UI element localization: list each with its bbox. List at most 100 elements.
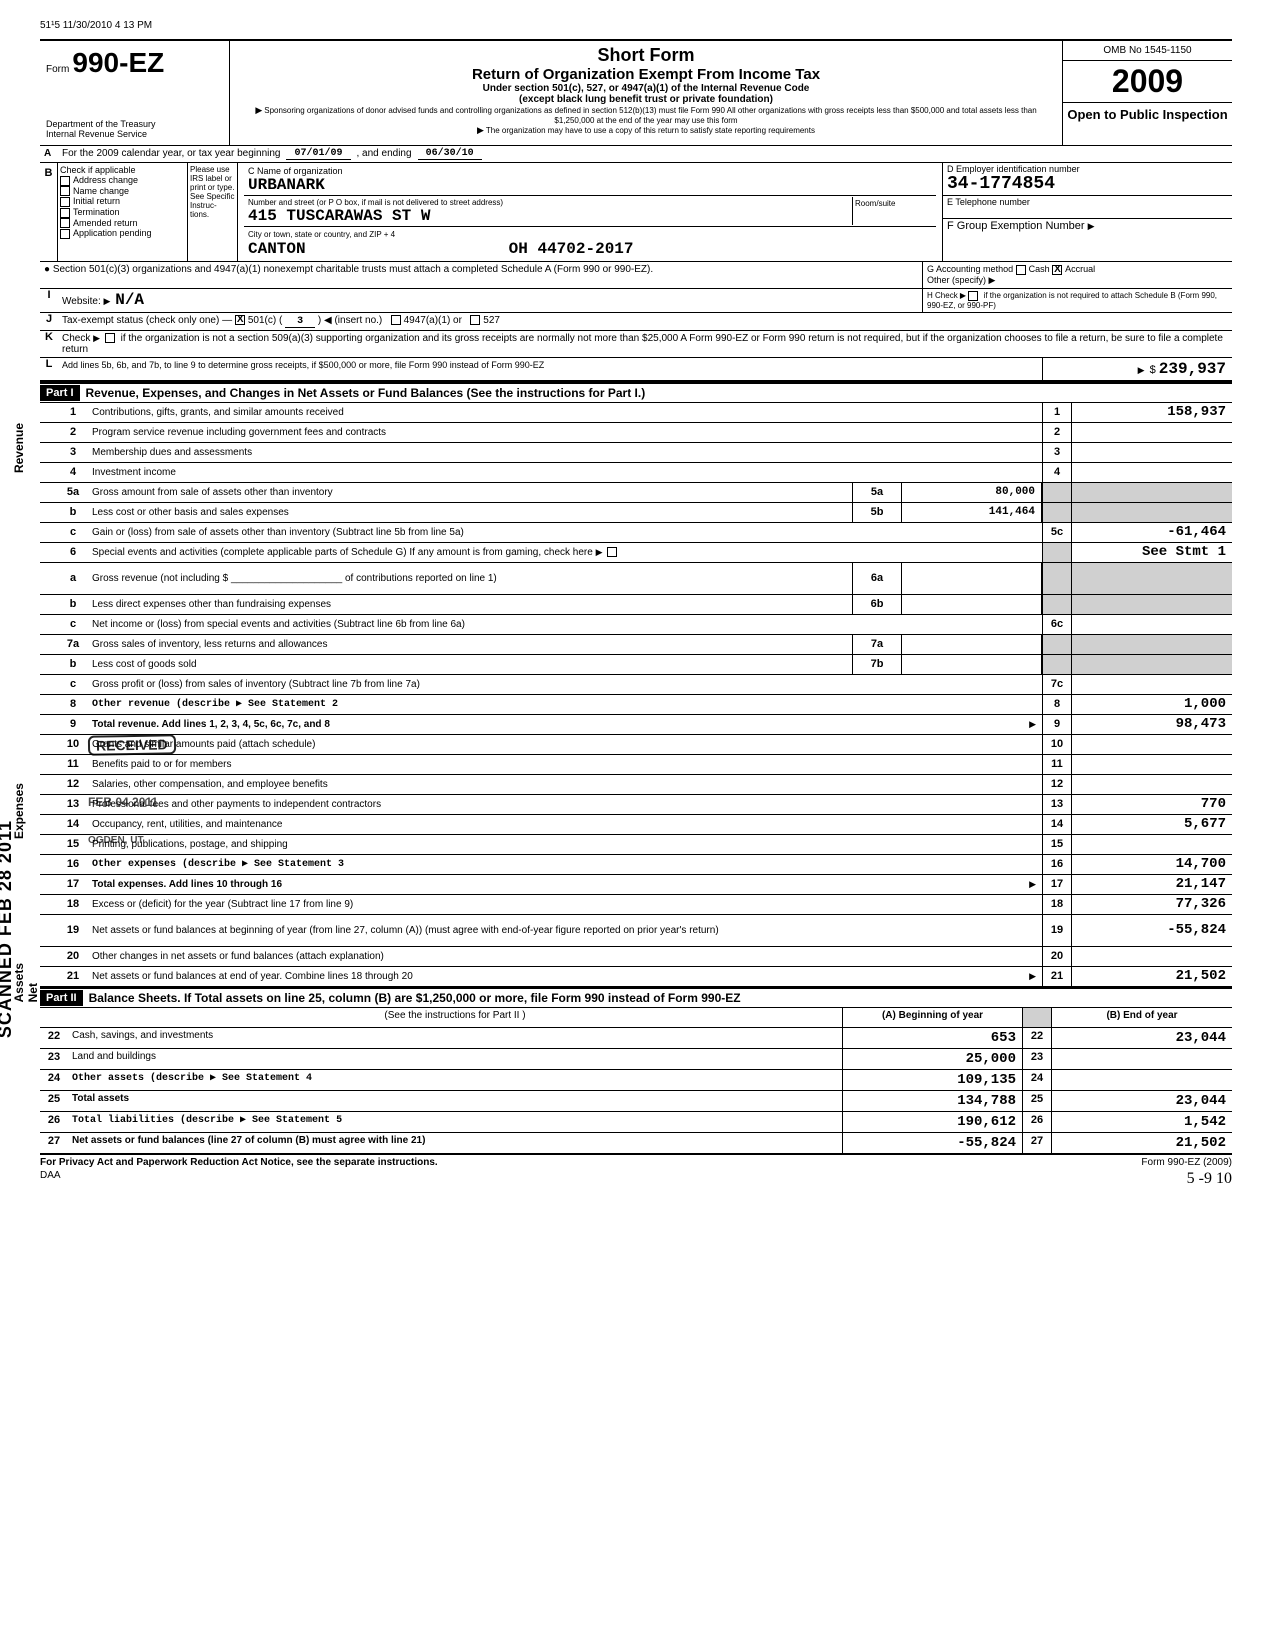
col-b-header: (B) End of year <box>1052 1008 1232 1027</box>
line-3: 3Membership dues and assessments3 <box>40 443 1232 463</box>
line-6a-subcol: 6a <box>852 563 902 594</box>
line-7c-val <box>1072 675 1232 694</box>
line-12-desc: Salaries, other compensation, and employ… <box>88 777 1042 792</box>
line-1-num: 1 <box>58 406 88 418</box>
footer-privacy: For Privacy Act and Paperwork Reduction … <box>40 1157 438 1168</box>
part2-label: Part II <box>40 990 83 1006</box>
line-18-num: 18 <box>58 898 88 910</box>
line-7b: bLess cost of goods sold7b <box>40 655 1232 675</box>
checkbox-name-change[interactable] <box>60 186 70 196</box>
form-number: 990-EZ <box>72 47 164 78</box>
line-18-val: 77,326 <box>1072 895 1232 914</box>
line-7b-subcol: 7b <box>852 655 902 674</box>
line-9-val: 98,473 <box>1072 715 1232 734</box>
h-text: Check ▶ <box>935 291 966 300</box>
tax-year-begin: 07/01/09 <box>286 148 350 160</box>
d-text: Employer identification number <box>956 164 1080 174</box>
line-6b-num: b <box>58 598 88 610</box>
line-3-rnum: 3 <box>1042 443 1072 462</box>
omb-number: OMB No 1545-1150 <box>1063 41 1232 61</box>
b24-num: 24 <box>40 1070 68 1090</box>
j-opt1b: ) ◀ (insert no.) <box>318 315 382 326</box>
line-5a: 5aGross amount from sale of assets other… <box>40 483 1232 503</box>
line-5c-val: -61,464 <box>1072 523 1232 542</box>
line-5a-desc: Gross amount from sale of assets other t… <box>88 485 852 500</box>
checkbox-pending[interactable] <box>60 229 70 239</box>
line-7a-subcol: 7a <box>852 635 902 654</box>
line-2-num: 2 <box>58 426 88 438</box>
checkbox-amended[interactable] <box>60 218 70 228</box>
line-13-rnum: 13 <box>1042 795 1072 814</box>
line-21-val: 21,502 <box>1072 967 1232 986</box>
footer: For Privacy Act and Paperwork Reduction … <box>40 1154 1232 1168</box>
label-cash: Cash <box>1029 264 1050 274</box>
checkbox-initial-return[interactable] <box>60 197 70 207</box>
form-label: Form <box>46 64 69 75</box>
tax-year: 2009 <box>1063 61 1232 103</box>
balance-26: 26Total liabilities (describe ▶ See Stat… <box>40 1112 1232 1133</box>
checkbox-cash[interactable] <box>1016 265 1026 275</box>
title-main: Return of Organization Exempt From Incom… <box>240 66 1052 83</box>
part1-title: Revenue, Expenses, and Changes in Net As… <box>80 384 652 402</box>
checkbox-address-change[interactable] <box>60 176 70 186</box>
part2-sub: (See the instructions for Part II ) <box>68 1008 842 1027</box>
checkbox-k[interactable] <box>105 333 115 343</box>
checkbox-accrual[interactable] <box>1052 265 1062 275</box>
line-12-val <box>1072 775 1232 794</box>
line-21-desc: Net assets or fund balances at end of ye… <box>92 971 413 982</box>
balance-22: 22Cash, savings, and investments6532223,… <box>40 1028 1232 1049</box>
b24-b <box>1052 1070 1232 1090</box>
line-5c-rnum: 5c <box>1042 523 1072 542</box>
line-7c-desc: Gross profit or (loss) from sales of inv… <box>88 677 1042 692</box>
room-suite: Room/suite <box>852 197 932 225</box>
label-accrual: Accrual <box>1065 264 1095 274</box>
title-short: Short Form <box>240 45 1052 66</box>
checkbox-527[interactable] <box>470 315 480 325</box>
line-19-desc: Net assets or fund balances at beginning… <box>88 923 1042 938</box>
checkbox-501c[interactable] <box>235 315 245 325</box>
row-a: A For the 2009 calendar year, or tax yea… <box>40 146 1232 163</box>
website-value: N/A <box>115 291 144 309</box>
i-label: I <box>40 289 58 312</box>
line-14-num: 14 <box>58 818 88 830</box>
public-inspection: Open to Public Inspection <box>1063 103 1232 126</box>
line-5a-num: 5a <box>58 486 88 498</box>
line-11-rnum: 11 <box>1042 755 1072 774</box>
b27-b: 21,502 <box>1052 1133 1232 1153</box>
checkbox-schedule-b[interactable] <box>968 291 978 301</box>
line-6c-desc: Net income or (loss) from special events… <box>88 617 1042 632</box>
addr-label: Number and street (or P O box, if mail i… <box>248 198 503 207</box>
checkbox-termination[interactable] <box>60 208 70 218</box>
l-label: L <box>40 358 58 380</box>
title-sub1: Under section 501(c), 527, or 4947(a)(1)… <box>240 83 1052 94</box>
form-header: Form 990-EZ Department of the Treasury I… <box>40 39 1232 146</box>
checkbox-4947[interactable] <box>391 315 401 325</box>
line-12-num: 12 <box>58 778 88 790</box>
line-12-rnum: 12 <box>1042 775 1072 794</box>
line-7c: cGross profit or (loss) from sales of in… <box>40 675 1232 695</box>
balance-25: 25Total assets134,7882523,044 <box>40 1091 1232 1112</box>
row-b-label: B <box>40 163 58 261</box>
org-name: URBANARK <box>248 176 325 194</box>
label-other-method: Other (specify) <box>927 275 986 285</box>
row-a-label: A <box>44 148 62 160</box>
line-17-desc: Total expenses. Add lines 10 through 16 <box>92 879 282 890</box>
line-2-val <box>1072 423 1232 442</box>
line-19-num: 19 <box>58 924 88 936</box>
line-12: 12Salaries, other compensation, and empl… <box>40 775 1232 795</box>
dept-treasury: Department of the Treasury <box>46 119 223 129</box>
b22-a: 653 <box>842 1028 1022 1048</box>
row-a-mid: , and ending <box>357 148 412 160</box>
row-a-text: For the 2009 calendar year, or tax year … <box>62 148 280 160</box>
checkbox-gaming[interactable] <box>607 547 617 557</box>
b22-b: 23,044 <box>1052 1028 1232 1048</box>
row-j: J Tax-exempt status (check only one) — 5… <box>40 313 1232 331</box>
line-3-num: 3 <box>58 446 88 458</box>
b24-a: 109,135 <box>842 1070 1022 1090</box>
line-2-desc: Program service revenue including govern… <box>88 425 1042 440</box>
line-18-desc: Excess or (deficit) for the year (Subtra… <box>88 897 1042 912</box>
b27-desc: Net assets or fund balances (line 27 of … <box>72 1135 425 1146</box>
j-501c-number: 3 <box>285 316 315 328</box>
line-15-val <box>1072 835 1232 854</box>
b25-num: 25 <box>40 1091 68 1111</box>
